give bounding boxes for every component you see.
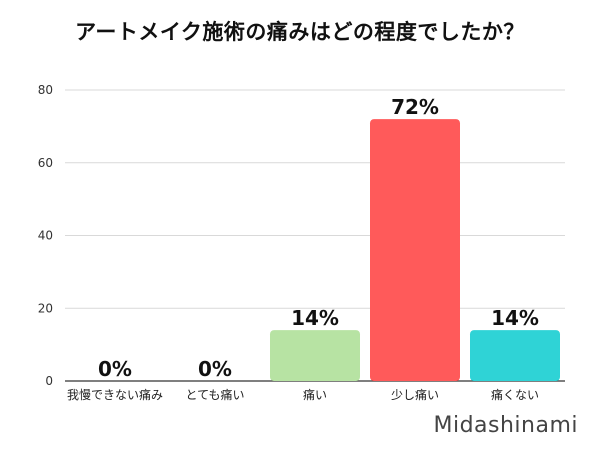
y-axis-ticks: 0 20 40 60 80	[38, 83, 53, 388]
x-tick-label: とても痛い	[185, 387, 244, 402]
data-label: 14%	[491, 306, 539, 330]
bars	[270, 119, 560, 381]
y-tick-label: 20	[38, 301, 53, 315]
bar	[470, 330, 560, 381]
y-tick-label: 60	[38, 156, 53, 170]
x-tick-label: 痛くない	[491, 387, 539, 402]
x-tick-label: 我慢できない痛み	[67, 387, 163, 402]
bar	[270, 330, 360, 381]
data-label: 72%	[391, 95, 439, 119]
brand-watermark: Midashinami	[433, 413, 578, 438]
x-axis-ticks: 我慢できない痛み とても痛い 痛い 少し痛い 痛くない	[67, 387, 539, 402]
y-tick-label: 40	[38, 229, 53, 243]
data-label: 0%	[98, 357, 132, 381]
data-label: 0%	[198, 357, 232, 381]
data-label: 14%	[291, 306, 339, 330]
x-tick-label: 少し痛い	[391, 387, 439, 402]
data-labels: 0% 0% 14% 72% 14%	[98, 95, 539, 381]
x-tick-label: 痛い	[303, 387, 327, 402]
chart-title: アートメイク施術の痛みはどの程度でしたか？	[75, 20, 525, 44]
bar	[370, 119, 460, 381]
y-tick-label: 0	[45, 374, 53, 388]
y-tick-label: 80	[38, 83, 53, 97]
